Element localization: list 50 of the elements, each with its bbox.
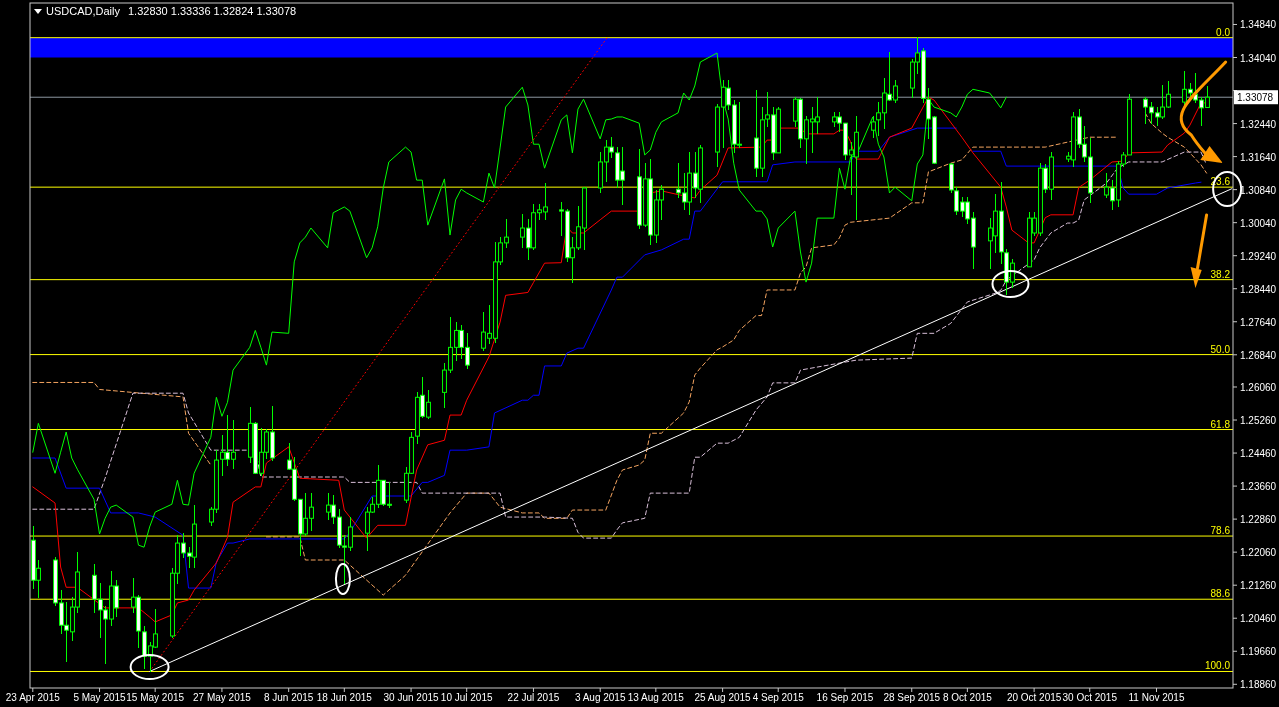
x-tick-label: 30 Oct 2015: [1062, 692, 1118, 703]
annotation: 50.0: [1210, 343, 1231, 355]
x-tick-label: 30 Jun 2015: [383, 692, 440, 703]
annotation: 61.8: [1210, 418, 1231, 430]
x-tick-label: 22 Jul 2015: [507, 692, 560, 703]
y-tick-label: 1.30040: [1240, 217, 1277, 229]
x-tick-label: 25 Aug 2015: [694, 692, 752, 703]
x-tick-label: 8 Jun 2015: [263, 692, 314, 703]
annotation: 88.6: [1210, 588, 1231, 600]
y-tick-label: 1.22860: [1240, 514, 1277, 526]
annotation: 0.0: [1216, 26, 1231, 38]
chart-subtitle: 1.32830 1.33336 1.32824 1.33078: [127, 5, 297, 17]
x-tick-label: 11 Nov 2015: [1128, 692, 1185, 703]
x-tick-label: 10 Jul 2015: [440, 692, 493, 703]
x-tick-label: 15 May 2015: [126, 692, 185, 703]
y-tick-label: 1.22060: [1240, 547, 1277, 559]
y-tick-label: 1.26840: [1240, 349, 1277, 361]
x-tick-label: 28 Sep 2015: [883, 692, 941, 703]
y-tick-label: 1.23660: [1240, 481, 1277, 493]
y-tick-label: 1.29240: [1240, 250, 1277, 262]
y-tick-label: 1.34040: [1240, 52, 1277, 64]
y-tick-label: 1.28440: [1240, 283, 1277, 295]
x-tick-label: 3 Aug 2015: [574, 692, 626, 703]
y-tick-label: 1.31640: [1240, 151, 1277, 163]
y-tick-label: 1.26060: [1240, 382, 1277, 393]
x-tick-label: 18 Jun 2015: [316, 692, 373, 703]
chart-title: USDCAD,Daily: [46, 5, 121, 17]
y-tick-label: 1.32440: [1240, 118, 1277, 130]
y-tick-label: 1.18860: [1240, 679, 1277, 691]
annotation: 78.6: [1210, 525, 1231, 537]
candlestick: [871, 115, 876, 139]
x-tick-label: 8 Oct 2015: [942, 692, 993, 703]
line-series: [32, 52, 1007, 548]
y-tick-label: 1.34840: [1240, 19, 1277, 31]
x-tick-label: 16 Sep 2015: [816, 692, 874, 703]
x-tick-label: 27 May 2015: [193, 692, 252, 703]
y-tick-label: 1.21260: [1240, 580, 1277, 592]
y-tick-label: 1.27640: [1240, 316, 1277, 328]
annotation: 38.2: [1210, 268, 1231, 280]
y-tick-label: 1.24460: [1240, 448, 1277, 460]
annotation: 1.33078: [1237, 92, 1274, 104]
x-tick-label: 4 Sep 2015: [752, 692, 805, 703]
x-tick-label: 13 Aug 2015: [627, 692, 685, 703]
x-tick-label: 23 Apr 2015: [5, 692, 61, 703]
x-tick-label: 20 Oct 2015: [1006, 692, 1062, 703]
x-tick-label: 5 May 2015: [73, 692, 127, 703]
y-tick-label: 1.25260: [1240, 415, 1277, 427]
y-tick-label: 1.19660: [1240, 646, 1277, 658]
y-tick-label: 1.20460: [1240, 613, 1277, 625]
annotation: 100.0: [1204, 660, 1231, 672]
